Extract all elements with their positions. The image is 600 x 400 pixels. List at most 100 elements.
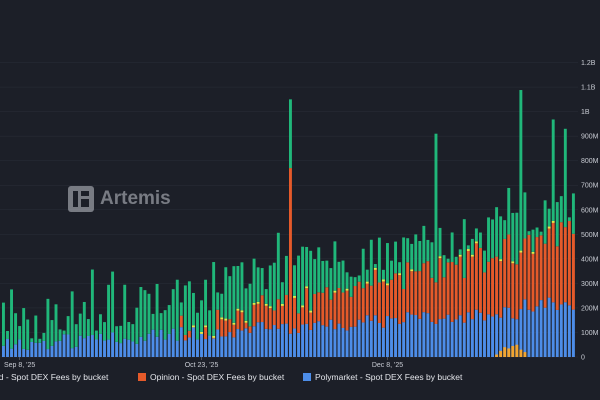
bar-segment-polymarket <box>264 328 268 357</box>
bar-segment-green <box>74 324 78 347</box>
bar-segment-green <box>390 260 393 280</box>
bar-segment-polymarket <box>175 340 179 357</box>
bar-segment-polymarket <box>357 319 361 357</box>
bar-segment-polymarket <box>82 338 86 357</box>
bar-segment-polymarket <box>131 341 135 357</box>
legend-item-green[interactable]: ad - Spot DEX Fees by bucket <box>0 372 108 382</box>
bar-segment-green <box>515 212 519 265</box>
bar-segment-polymarket <box>523 299 527 357</box>
bar-segment-polymarket <box>349 326 353 357</box>
bar-segment-green <box>519 90 523 251</box>
bar-segment-polymarket <box>422 312 426 357</box>
bar-segment-polymarket <box>301 324 305 357</box>
x-tick-label: Sep 8, '25 <box>4 362 35 369</box>
bar-segment-polymarket <box>26 349 30 357</box>
bar-segment-opinion <box>466 251 470 313</box>
bar-segment-green <box>228 276 232 320</box>
bar-segment-polymarket <box>353 326 357 357</box>
bar-segment-opinion <box>248 326 252 333</box>
bar-segment-green <box>6 331 9 340</box>
bar-segment-polymarket <box>381 327 385 357</box>
legend-swatch-blue <box>303 373 311 381</box>
bar-segment-green <box>483 250 486 273</box>
bar-segment-yellow <box>220 317 224 320</box>
bar-segment-polymarket <box>321 325 325 357</box>
bar-segment-green <box>135 307 139 344</box>
bar-segment-opinion <box>212 337 216 339</box>
bar-segment-opinion <box>442 277 446 319</box>
bar-segment-opinion <box>454 264 458 320</box>
bar-segment-opinion <box>365 283 369 316</box>
bar-segment-opinion <box>220 319 224 337</box>
bar-segment-opinion <box>228 319 232 333</box>
bar-segment-opinion <box>264 305 268 329</box>
bar-segment-polymarket <box>99 333 102 357</box>
bar-segment-polymarket <box>345 330 349 357</box>
bar-segment-green <box>212 262 216 336</box>
bar-segment-green <box>42 332 46 341</box>
bar-segment-polymarket <box>483 320 486 357</box>
bar-segment-polymarket <box>563 302 567 357</box>
bar-segment-yellow <box>224 318 228 321</box>
bar-segment-polymarket <box>491 316 495 357</box>
bar-segment-yellow <box>204 325 208 328</box>
bar-segment-polymarket <box>474 309 478 357</box>
bar-segment-polymarket <box>539 300 543 357</box>
bar-segment-green <box>337 261 341 288</box>
bar-segment-polymarket <box>143 340 147 357</box>
bar-segment-green <box>159 313 163 330</box>
bar-segment-yellow <box>519 250 523 253</box>
bar-segment-yellow <box>305 286 309 289</box>
artemis-watermark: Artemis <box>68 186 171 212</box>
bar-segment-polymarket <box>200 333 203 357</box>
bar-segment-opinion <box>547 228 551 298</box>
bar-segment-green <box>543 200 547 244</box>
bar-segment-opinion <box>289 168 292 334</box>
bar-segment-green <box>434 133 438 283</box>
bar-segment-opinion <box>329 299 333 320</box>
legend-swatch-orange <box>138 373 146 381</box>
bar-segment-yellow <box>309 310 313 313</box>
y-tick-label: 300M <box>581 281 599 288</box>
legend-item-blue[interactable]: Polymarket - Spot DEX Fees by bucket <box>303 372 462 382</box>
bar-segment-opinion <box>567 221 571 306</box>
bar-segment-green <box>14 313 18 345</box>
bar-segment-opinion <box>337 288 341 324</box>
bar-segment-green <box>94 330 98 340</box>
bar-segment-polymarket <box>171 328 175 357</box>
bar-segment-yellow <box>531 251 535 254</box>
bar-segment-opinion <box>361 288 365 323</box>
bar-segment-polymarket <box>127 339 131 357</box>
bar-segment-polymarket <box>369 320 373 357</box>
bar-segment-opinion <box>204 327 208 340</box>
bar-segment-polymarket <box>38 342 42 357</box>
bar-segment-opinion <box>470 256 474 320</box>
bar-segment-polymarket <box>90 335 94 357</box>
watermark-text: Artemis <box>100 188 171 209</box>
bar-segment-green <box>535 227 539 238</box>
legend-label: Opinion - Spot DEX Fees by bucket <box>150 372 285 382</box>
bar-segment-green <box>82 301 86 339</box>
bar-segment-yellow <box>438 256 442 259</box>
bar-segment-polymarket <box>341 327 345 357</box>
bar-segment-green <box>442 255 446 278</box>
bar-segment-polymarket <box>232 337 236 357</box>
bar-segment-green <box>345 272 349 289</box>
bar-segment-green <box>381 269 385 280</box>
bar-segment-green <box>478 232 482 248</box>
bar-segment-polymarket <box>155 336 159 357</box>
bar-segment-green <box>410 243 414 270</box>
bar-segment-opinion <box>386 285 389 317</box>
bar-segment-polymarket <box>430 321 434 357</box>
bar-segment-green <box>272 262 276 311</box>
legend-item-orange[interactable]: Opinion - Spot DEX Fees by bucket <box>138 372 284 382</box>
bar-segment-polymarket <box>111 332 115 357</box>
bar-segment-polymarket <box>373 315 377 357</box>
bar-segment-polymarket <box>224 336 228 357</box>
bar-segment-opinion <box>216 309 220 330</box>
bar-segment-yellow <box>301 305 305 308</box>
bar-segment-yellow <box>511 261 515 264</box>
bar-segment-green <box>361 248 365 289</box>
bar-segment-polymarket <box>139 336 143 357</box>
bar-segment-polymarket <box>466 312 470 357</box>
